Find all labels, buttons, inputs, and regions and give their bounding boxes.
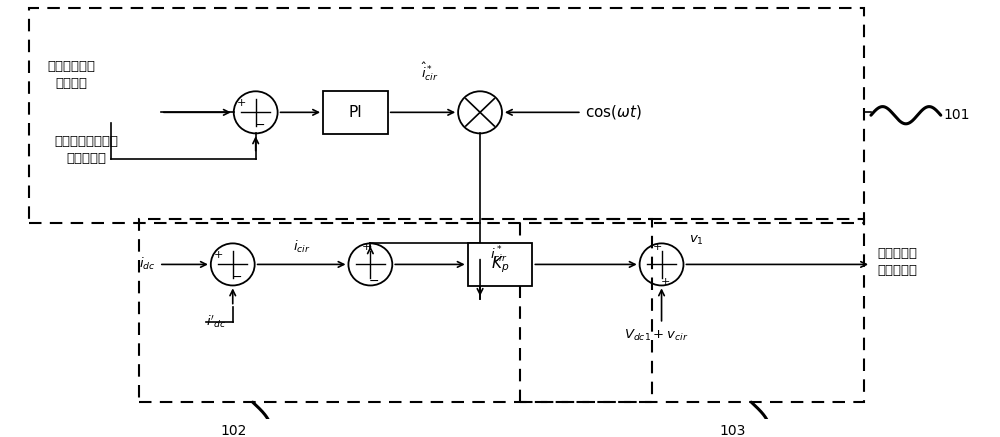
Text: $i^*_{cir}$: $i^*_{cir}$ [490, 245, 508, 265]
Text: $K_p$: $K_p$ [491, 254, 509, 275]
Text: −: − [254, 119, 265, 132]
Text: $\mathrm{cos}(\omega t)$: $\mathrm{cos}(\omega t)$ [585, 103, 642, 121]
Text: $i_{cir}$: $i_{cir}$ [293, 239, 310, 255]
Text: 103: 103 [719, 424, 746, 437]
Text: $i_{dc}$: $i_{dc}$ [139, 257, 156, 273]
Text: +: + [362, 242, 371, 252]
Text: $i'_{dc}$: $i'_{dc}$ [206, 313, 226, 330]
Text: $\hat{i}^*_{cir}$: $\hat{i}^*_{cir}$ [421, 60, 439, 83]
Text: PI: PI [349, 105, 362, 120]
Text: 子模块电容电
压额定值: 子模块电容电 压额定值 [47, 60, 95, 90]
Text: +: + [661, 277, 670, 287]
Text: +: + [653, 242, 662, 252]
Text: $v_1$: $v_1$ [689, 234, 704, 247]
Text: 102: 102 [221, 424, 247, 437]
FancyBboxPatch shape [468, 243, 532, 286]
FancyBboxPatch shape [323, 91, 388, 134]
Text: −: − [231, 271, 242, 284]
Text: +: + [214, 250, 223, 260]
Text: 子模块串调
制参考电压: 子模块串调 制参考电压 [877, 246, 917, 277]
Text: 101: 101 [944, 108, 970, 122]
Text: $V_{dc1}+v_{cir}$: $V_{dc1}+v_{cir}$ [624, 328, 689, 343]
Text: −: − [369, 275, 380, 288]
Text: +: + [237, 98, 246, 108]
Text: 子模块串电容电压
采样平均值: 子模块串电容电压 采样平均值 [54, 135, 118, 165]
